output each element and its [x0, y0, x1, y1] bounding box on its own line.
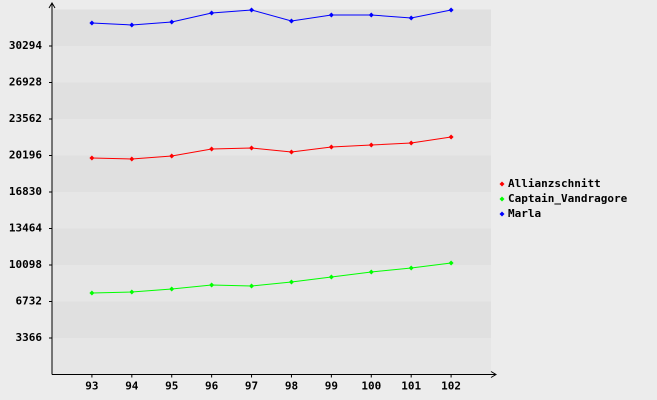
data-point	[169, 286, 175, 292]
data-point	[169, 19, 175, 25]
x-tick-label: 94	[125, 380, 139, 393]
data-point	[328, 144, 334, 150]
data-point	[288, 18, 294, 24]
data-point	[89, 290, 95, 296]
y-tick-label: 30294	[9, 39, 42, 52]
data-point	[368, 12, 374, 18]
data-point	[89, 20, 95, 26]
x-tick-label: 98	[285, 380, 298, 393]
grid-band	[52, 265, 491, 302]
data-point	[249, 145, 255, 151]
grid-band	[52, 119, 491, 156]
data-point	[129, 289, 135, 295]
grid-band	[52, 82, 491, 119]
data-point	[169, 153, 175, 159]
x-axis-arrow	[490, 371, 497, 378]
x-tick-label: 99	[325, 380, 338, 393]
x-tick-label: 102	[441, 380, 461, 393]
y-tick-label: 10098	[9, 258, 42, 271]
data-point	[288, 279, 294, 285]
data-point	[448, 260, 454, 266]
data-point	[368, 269, 374, 275]
x-tick-label: 100	[361, 380, 381, 393]
legend-marker	[499, 181, 505, 187]
y-tick-label: 16830	[9, 185, 42, 198]
data-point	[209, 10, 215, 16]
grid-band	[52, 338, 491, 375]
legend-marker	[499, 211, 505, 217]
grid-band	[52, 228, 491, 265]
data-point	[368, 142, 374, 148]
x-tick-label: 93	[85, 380, 98, 393]
data-point	[89, 155, 95, 161]
x-tick-label: 97	[245, 380, 258, 393]
grid-band	[52, 46, 491, 83]
grid-band	[52, 192, 491, 229]
data-point	[209, 146, 215, 152]
data-point	[249, 7, 255, 13]
data-point	[408, 15, 414, 21]
data-point	[129, 22, 135, 28]
y-tick-label: 20196	[9, 149, 42, 162]
data-point	[408, 140, 414, 146]
y-tick-label: 26928	[9, 76, 42, 89]
data-point	[129, 156, 135, 162]
legend-label: Allianzschnitt	[508, 177, 601, 190]
x-tick-label: 95	[165, 380, 178, 393]
legend-label: Captain_Vandragore	[508, 192, 628, 205]
legend-marker	[499, 196, 505, 202]
data-point	[448, 134, 454, 140]
x-tick-label: 96	[205, 380, 219, 393]
series-line	[91, 136, 452, 160]
data-point	[209, 282, 215, 288]
series-line	[91, 9, 452, 26]
data-point	[448, 7, 454, 13]
y-tick-label: 13464	[9, 222, 42, 235]
y-tick-label: 23562	[9, 112, 42, 125]
data-point	[408, 265, 414, 271]
y-axis-arrow	[48, 2, 56, 9]
data-point	[288, 149, 294, 155]
data-point	[249, 283, 255, 289]
legend-label: Marla	[508, 207, 541, 220]
grid-band	[52, 155, 491, 192]
grid-band	[52, 301, 491, 338]
data-point	[328, 274, 334, 280]
y-tick-label: 6732	[16, 295, 43, 308]
series-line	[91, 262, 452, 294]
y-tick-label: 3366	[16, 331, 43, 344]
x-tick-label: 101	[401, 380, 421, 393]
data-point	[328, 12, 334, 18]
